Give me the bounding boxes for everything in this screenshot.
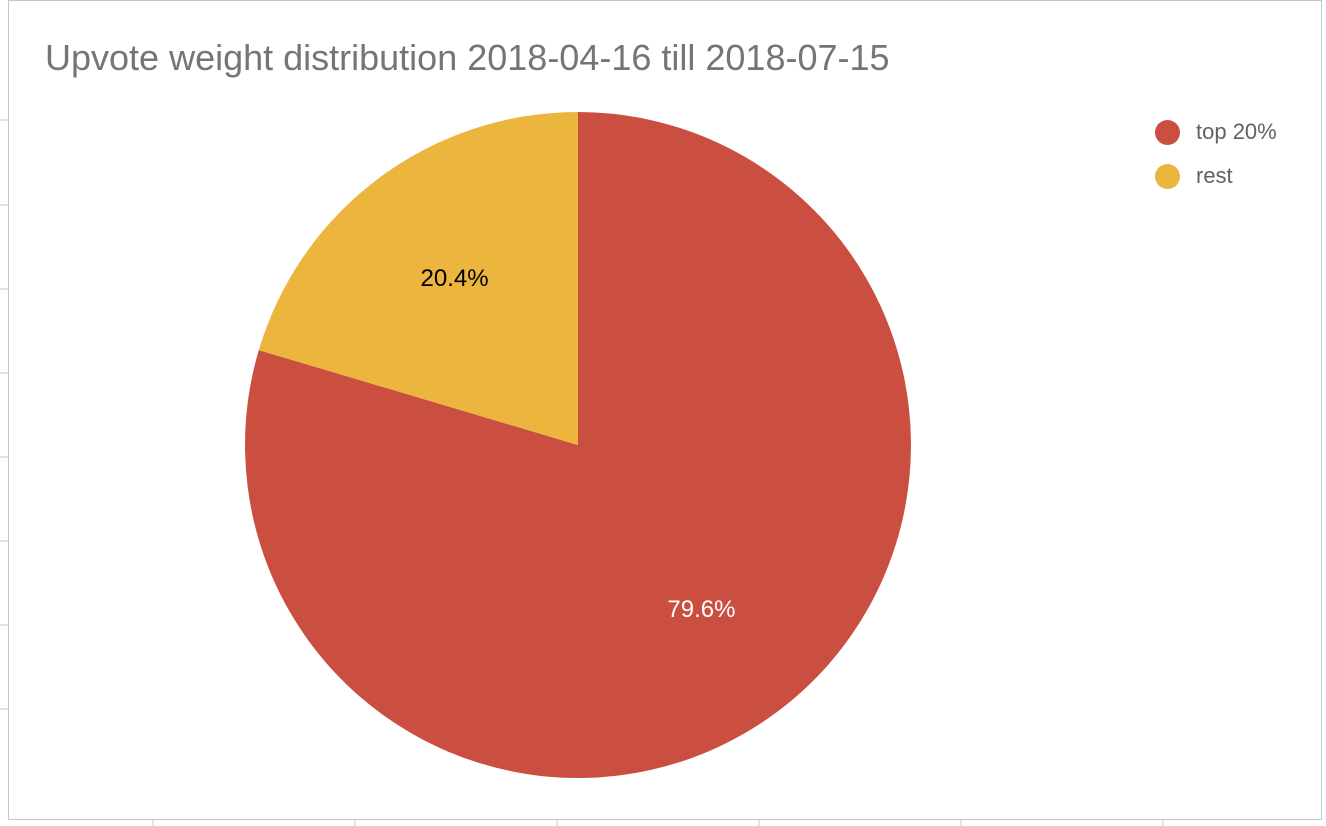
legend-label-top-20: top 20% — [1196, 119, 1277, 144]
legend-swatch-rest — [1155, 163, 1180, 189]
pie-slice-rest[interactable] — [258, 112, 578, 445]
pie-data-label-top-20: 79.6% — [667, 596, 735, 623]
legend-swatch-top-20 — [1155, 119, 1180, 145]
legend-item-rest[interactable]: rest — [1155, 154, 1315, 198]
legend-label-rest: rest — [1196, 163, 1233, 188]
chart-title: Upvote weight distribution 2018-04-16 ti… — [45, 37, 890, 78]
legend: top 20% rest — [1155, 110, 1315, 198]
pie-slice-top-20[interactable] — [244, 112, 911, 778]
pie-data-label-rest: 20.4% — [421, 265, 489, 292]
legend-item-top-20[interactable]: top 20% — [1155, 110, 1315, 154]
